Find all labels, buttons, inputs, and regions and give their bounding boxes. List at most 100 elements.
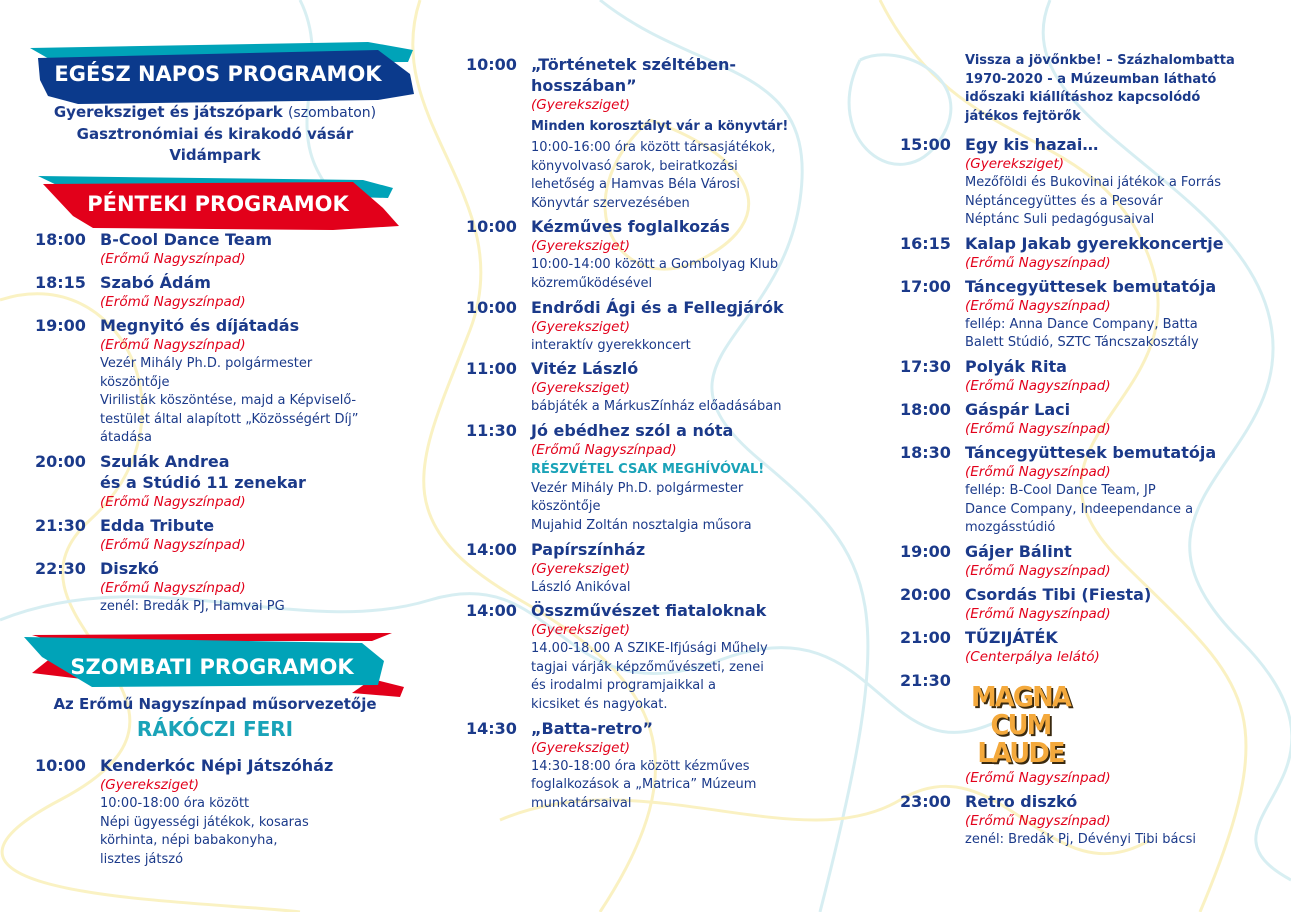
event-continuation: Vissza a jövőnkbe! – Százhalombatta 1970…	[900, 52, 1290, 126]
event-note: Mujahid Zoltán nosztalgia műsora	[531, 517, 752, 533]
brush-stroke-shape	[24, 633, 404, 697]
brush-stroke-shape	[38, 176, 399, 230]
allday-line-2: Gasztronómiai és kirakodó vásár	[76, 125, 354, 143]
allday-banner: EGÉSZ NAPOS PROGRAMOK	[18, 40, 418, 106]
event-time: 21:30	[35, 515, 86, 535]
event-title: Vitéz László	[531, 359, 639, 379]
allday-info: Gyereksziget és játszópark (szombaton) G…	[0, 102, 430, 166]
event: 20:00 Szulák Andrea és a Stúdió 11 zeneka…	[35, 451, 425, 512]
event: 10:00 Kézműves foglalkozás (Gyereksziget) 1…	[466, 216, 866, 293]
event-title: Retro diszkó	[965, 791, 1078, 811]
event-venue: (Erőmű Nagyszínpad)	[965, 463, 1111, 480]
event-title: Táncegyüttesek bemutatója	[965, 276, 1217, 296]
event-time: 11:30	[466, 420, 517, 440]
event: 21:00 TŰZIJÁTÉK (Centerpálya lelátó)	[900, 627, 1290, 667]
event-venue: (Gyereksziget)	[531, 560, 631, 577]
event-venue: (Erőmű Nagyszínpad)	[100, 251, 246, 267]
event-venue: (Erőmű Nagyszínpad)	[965, 297, 1111, 314]
event-time: 14:30	[466, 718, 517, 738]
event-venue: (Gyereksziget)	[531, 739, 631, 756]
event: 10:00 Endrődi Ági és a Fellegjárók (Gyerek…	[466, 297, 866, 356]
event-note: 10:00-18:00 óra között Népi ügyességi já…	[100, 796, 309, 867]
allday-heading: EGÉSZ NAPOS PROGRAMOK	[54, 62, 382, 86]
event-note: Vezér Mihály Ph.D. polgármester köszöntő…	[100, 356, 313, 390]
saturday-banner: SZOMBATI PROGRAMOK	[12, 627, 412, 699]
event: 11:00 Vitéz László (Gyereksziget) bábjáték …	[466, 358, 866, 417]
event-venue: (Gyereksziget)	[531, 97, 631, 113]
event-time: 18:00	[900, 399, 951, 419]
allday-playground-note: (szombaton)	[287, 105, 377, 121]
event-venue: (Gyereksziget)	[531, 380, 631, 397]
event-note: Virilisták köszöntése, majd a Képviselő-…	[100, 393, 359, 446]
event-subtitle: Minden korosztályt vár a könyvtár!	[531, 119, 789, 134]
friday-heading: PÉNTEKI PROGRAMOK	[87, 192, 349, 216]
event: 17:00 Táncegyüttesek bemutatója (Erőmű Nag…	[900, 276, 1290, 353]
event-time: 21:30	[900, 670, 951, 690]
event-title: Polyák Rita	[965, 356, 1067, 376]
event-time: 15:00	[900, 135, 951, 154]
event-note: 14:30-18:00 óra között kézműves foglalko…	[531, 758, 757, 811]
event: 14:30 „Batta-retro” (Gyereksziget) 14:30-18…	[466, 718, 866, 814]
brush-stroke-shape	[30, 42, 414, 104]
saturday-host: Az Erőmű Nagyszínpad műsorvezetője RÁKÓC…	[0, 694, 430, 743]
event: 21:30 (Erőmű Nagyszínpad)	[900, 670, 1290, 788]
event-venue: (Gyereksziget)	[531, 238, 631, 255]
invitation-only-notice: RÉSZVÉTEL CSAK MEGHÍVÓVAL!	[531, 461, 765, 477]
event: 22:30 Diszkó (Erőmű Nagyszínpad) zenél: Bre…	[35, 558, 425, 617]
event-note: 14.00-18.00 A SZIKE-Ifjúsági Műhely tagj…	[531, 641, 768, 712]
event-title: „Batta-retro”	[531, 718, 654, 738]
event: 20:00 Csordás Tibi (Fiesta) (Erőmű Nagyszí…	[900, 584, 1290, 624]
event-title: Megnyitó és díjátadás	[100, 316, 300, 335]
friday-banner: PÉNTEKI PROGRAMOK	[33, 168, 403, 232]
event-time: 14:00	[466, 539, 517, 559]
event-title: Papírszínház	[531, 539, 646, 559]
event-title: Jó ebédhez szól a nóta	[531, 420, 734, 440]
event-note: Vezér Mihály Ph.D. polgármester köszöntő…	[531, 480, 744, 515]
event-note: 10:00-16:00 óra között társasjátékok, kö…	[531, 140, 776, 211]
saturday-schedule-part-1: 10:00 Kenderkóc Népi Játszóház (Gyerekszig…	[35, 755, 425, 872]
event-time: 18:30	[900, 442, 951, 462]
event-title: TŰZIJÁTÉK	[965, 627, 1058, 647]
event-title: Összművészet fiataloknak	[531, 601, 767, 621]
allday-line-3: Vidámpark	[169, 146, 261, 164]
event: 19:00 Gájer Bálint (Erőmű Nagyszínpad)	[900, 541, 1290, 581]
saturday-schedule-part-3: Vissza a jövőnkbe! – Százhalombatta 1970…	[900, 52, 1290, 852]
event: 10:00 „Történetek széltében- hosszában” (G…	[466, 54, 866, 213]
event-title: Szabó Ádám	[100, 273, 211, 292]
event: 14:00 Összművészet fiataloknak (Gyerekszig…	[466, 600, 866, 714]
event-title: Táncegyüttesek bemutatója	[965, 442, 1217, 462]
event-note: Mezőföldi és Bukovinai játékok a Forrás …	[965, 175, 1222, 228]
event-time: 17:30	[900, 356, 951, 376]
event-venue: (Gyereksziget)	[100, 777, 200, 793]
event-time: 21:00	[900, 627, 951, 647]
event-venue: (Erőmű Nagyszínpad)	[965, 377, 1111, 394]
event-venue: (Erőmű Nagyszínpad)	[965, 605, 1111, 622]
event-venue: (Centerpálya lelátó)	[965, 648, 1100, 665]
event-time: 10:00	[466, 55, 517, 74]
event-note: László Anikóval	[531, 579, 631, 595]
event-title: Edda Tribute	[100, 515, 215, 535]
saturday-heading: SZOMBATI PROGRAMOK	[70, 655, 354, 679]
event-time: 19:00	[900, 541, 951, 561]
event-title: Gáspár Laci	[965, 399, 1071, 419]
event-note: fellép: B-Cool Dance Team, JP Dance Comp…	[965, 482, 1194, 536]
host-name: RÁKÓCZI FERI	[136, 717, 294, 741]
event: 18:15 Szabó Ádám (Erőmű Nagyszínpad)	[35, 272, 425, 312]
magna-cum-laude-logo: MAGNA CUM LAUDE	[970, 680, 1072, 769]
event-venue: (Erőmű Nagyszínpad)	[100, 579, 246, 596]
event-note: bábjáték a MárkusZínház előadásában	[531, 399, 782, 415]
event-note: zenél: Bredák Pj, Dévényi Tibi bácsi	[965, 831, 1197, 847]
event-venue: (Gyereksziget)	[965, 156, 1065, 172]
event-time: 10:00	[35, 756, 86, 775]
event-venue: (Erőmű Nagyszínpad)	[100, 536, 246, 553]
event-title: Gájer Bálint	[965, 541, 1072, 561]
event-title: Egy kis hazai…	[965, 135, 1099, 154]
event-title: Diszkó	[100, 558, 159, 578]
allday-line-1: Gyereksziget és játszópark (szombaton)	[0, 102, 430, 124]
event: 23:00 Retro diszkó (Erőmű Nagyszínpad) zené…	[900, 791, 1290, 850]
event: 19:00 Megnyitó és díjátadás (Erőmű Nagyszí…	[35, 315, 425, 448]
event-venue: (Erőmű Nagyszínpad)	[965, 769, 1111, 786]
event-time: 10:00	[466, 217, 517, 237]
event-time: 23:00	[900, 791, 951, 811]
event-title: Szulák Andrea és a Stúdió 11 zenekar	[100, 451, 306, 492]
